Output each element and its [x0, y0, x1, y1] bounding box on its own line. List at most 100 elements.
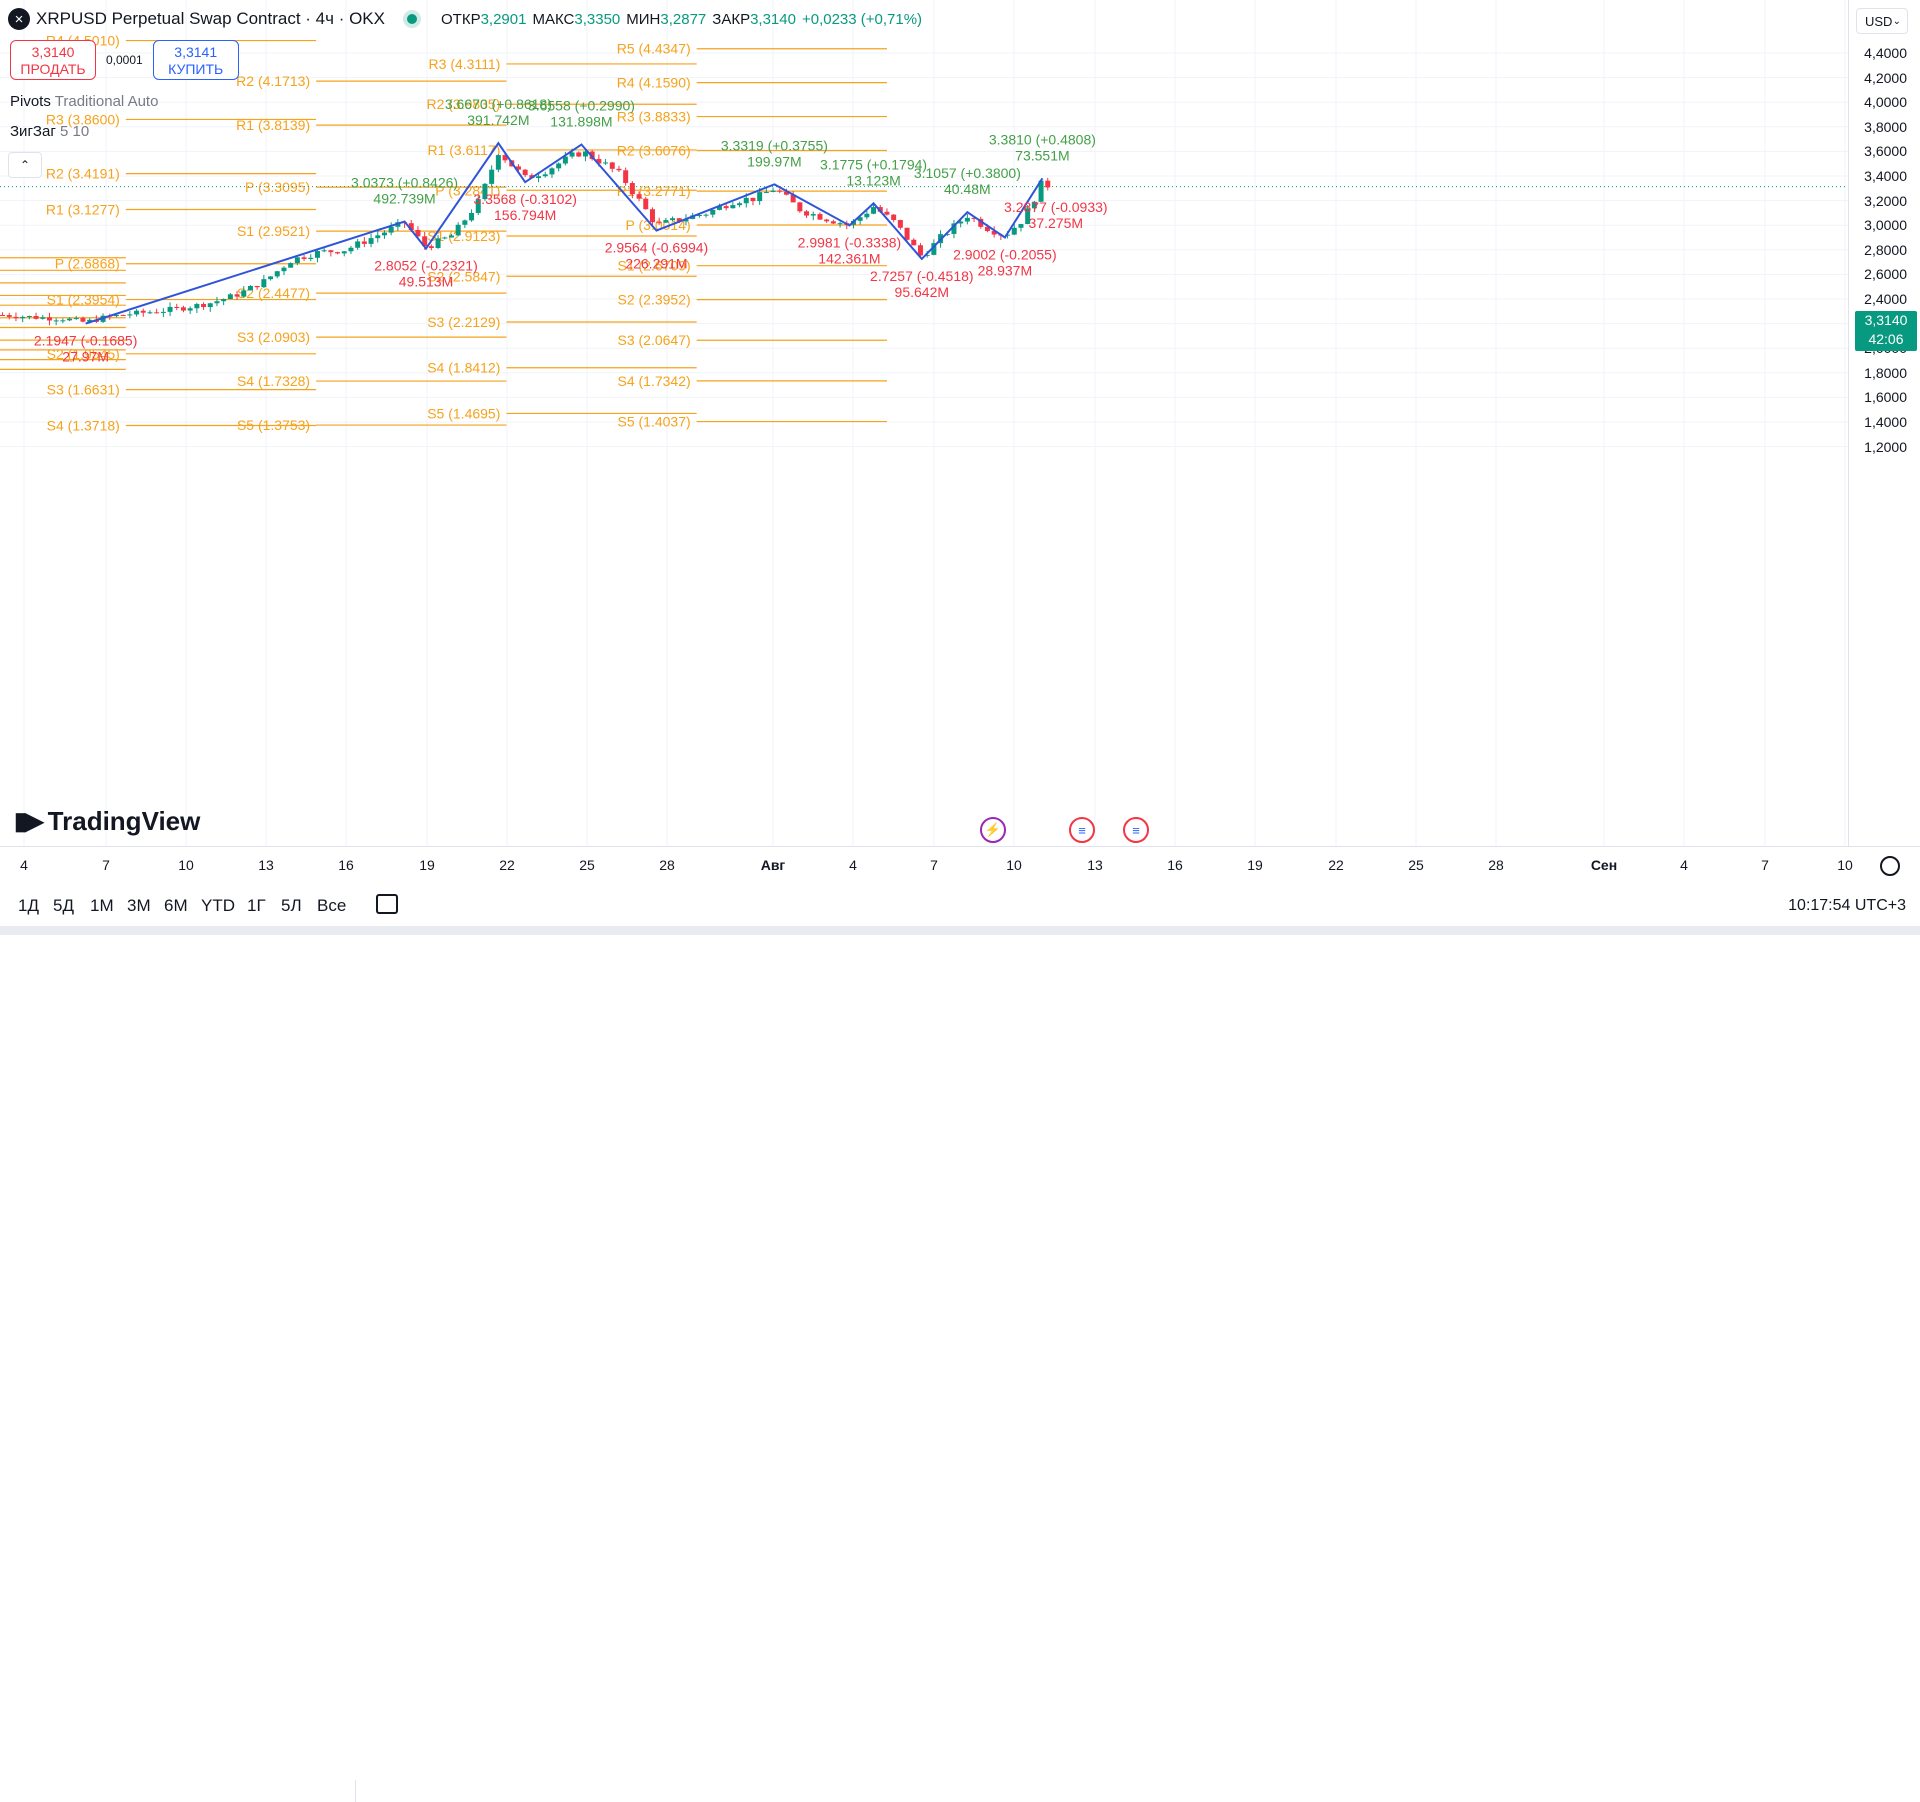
indicator-zigzag-name: ЗигЗаг — [10, 123, 56, 140]
candle-body — [917, 245, 923, 256]
candle-body — [13, 316, 19, 319]
zigzag-annotation-value: 2.9002 (-0.2055) — [953, 246, 1057, 262]
range-5d[interactable]: 5Д — [53, 896, 74, 915]
candle-body — [87, 319, 93, 322]
buy-label: КУПИТЬ — [168, 61, 224, 77]
candle-body — [649, 209, 655, 223]
time-axis[interactable]: 4 7 10 13 16 19 22 25 28 Авг 4 7 10 13 16 19 22 25 28 Сен 4 7… — [0, 846, 1920, 885]
candle-body — [341, 251, 347, 254]
us-flag-icon[interactable]: ≡ — [1123, 817, 1149, 843]
time-tick-label: 28 — [1488, 857, 1504, 873]
candle-body — [140, 310, 146, 313]
candle-body — [408, 223, 414, 231]
buy-button[interactable]: 3,3141 КУПИТЬ — [152, 40, 239, 80]
indicator-zigzag[interactable]: ЗигЗаг 5 10 — [10, 123, 89, 140]
candle-body — [160, 311, 166, 313]
pivot-label: S1 (2.6709) — [618, 258, 691, 274]
goto-icon[interactable] — [1880, 856, 1900, 876]
candle-body — [502, 155, 508, 161]
chart-area[interactable]: R5 (2.7356)R4 (2.6333)R3 (2.5310)R2 (2.4… — [0, 0, 1848, 846]
zigzag-annotation-volume: 226.291M — [625, 256, 687, 272]
us-flag-icon[interactable]: ≡ — [1069, 817, 1095, 843]
candle-body — [428, 246, 434, 249]
price-tick-label: 2,6000 — [1864, 266, 1907, 283]
pivot-label: P (3.3095) — [245, 179, 310, 195]
pivot-label: R2 (4.1713) — [236, 73, 310, 89]
range-1m[interactable]: 1М — [90, 896, 114, 915]
candle-body — [964, 217, 970, 222]
zigzag-annotation-volume: 199.97M — [747, 153, 801, 169]
zigzag-annotation-value: 2.9564 (-0.6994) — [605, 240, 709, 256]
candle-body — [33, 316, 39, 319]
candle-body — [984, 226, 990, 232]
tradingview-mark-icon: ▮▶ — [14, 808, 44, 835]
range-5y[interactable]: 5Л — [281, 896, 302, 915]
candle-body — [469, 212, 475, 221]
candle-body — [26, 316, 32, 318]
candle-body — [214, 301, 220, 304]
price-tick-label: 2,8000 — [1864, 241, 1907, 258]
time-tick-label: 10 — [1006, 857, 1022, 873]
range-1y[interactable]: 1Г — [247, 896, 266, 915]
time-tick-label: 13 — [258, 857, 274, 873]
indicator-pivots-params: Traditional Auto — [54, 93, 159, 110]
close-icon[interactable]: × — [8, 8, 30, 30]
zigzag-annotation-value: 2.7257 (-0.4518) — [870, 268, 974, 284]
candle-body — [817, 214, 823, 220]
candle-body — [877, 207, 883, 212]
candle-body — [375, 235, 381, 239]
candle-body — [623, 170, 629, 184]
sell-button[interactable]: 3,3140 ПРОДАТЬ — [10, 40, 96, 80]
candle-body — [871, 207, 877, 214]
candle-body — [576, 152, 582, 157]
currency-selector[interactable]: USD ⌄ — [1856, 8, 1908, 34]
candle-body — [247, 285, 253, 291]
candle-body — [348, 247, 354, 252]
range-1d[interactable]: 1Д — [18, 896, 39, 915]
candle-body — [154, 312, 160, 314]
indicator-pivots[interactable]: Pivots Traditional Auto — [10, 93, 158, 110]
candle-body — [475, 199, 481, 213]
time-tick-label: 7 — [930, 857, 938, 873]
pivot-label: R2 (3.6076) — [617, 142, 691, 158]
pivot-label: S1 (2.9123) — [427, 228, 500, 244]
price-tick-label: 1,4000 — [1864, 414, 1907, 430]
candle-body — [80, 318, 86, 322]
symbol-title[interactable]: XRPUSD Perpetual Swap Contract · 4ч · OK… — [36, 9, 385, 28]
candle-body — [810, 214, 816, 216]
candle-body — [1025, 208, 1031, 225]
candle-body — [6, 315, 12, 317]
candle-body — [596, 158, 602, 164]
range-ytd[interactable]: YTD — [201, 896, 235, 915]
pivot-label: S5 (1.4695) — [427, 405, 500, 421]
range-all[interactable]: Все — [317, 896, 347, 915]
zigzag-annotation-value: 3.1775 (+0.1794) — [820, 156, 927, 172]
range-6m[interactable]: 6М — [164, 896, 188, 915]
collapse-indicators-button[interactable]: ⌃ — [8, 152, 42, 178]
compare-icon[interactable] — [376, 894, 398, 914]
time-tick-label: 16 — [1167, 857, 1183, 873]
bottom-toolbar: 1Д 5Д 1М 3М 6М YTD 1Г 5Л Все 10:17:54 UT… — [0, 884, 1920, 1802]
candle-body — [522, 169, 528, 176]
pivot-label: S3 (2.0903) — [237, 329, 310, 345]
range-3m[interactable]: 3М — [127, 896, 151, 915]
candle-body — [804, 211, 810, 216]
price-chart[interactable]: R5 (2.7356)R4 (2.6333)R3 (2.5310)R2 (2.4… — [0, 0, 1848, 846]
pivot-label: R1 (3.6117) — [427, 142, 500, 158]
zigzag-annotation-value: 3.2877 (-0.0933) — [1004, 199, 1108, 215]
zigzag-annotation-volume: 142.361M — [818, 250, 880, 266]
clock[interactable]: 10:17:54 UTC+3 — [1788, 897, 1906, 914]
candle-body — [254, 285, 260, 288]
lightning-icon[interactable]: ⚡ — [980, 817, 1006, 843]
status-strip — [0, 926, 1920, 935]
pivot-label: R3 (4.3111) — [429, 56, 501, 72]
candle-body — [797, 202, 803, 212]
price-axis[interactable]: 4,4000 4,2000 4,0000 3,8000 3,6000 3,4000 3,20… — [1848, 0, 1920, 846]
price-tick-label: 3,2000 — [1864, 192, 1907, 209]
tradingview-logo[interactable]: ▮▶ TradingView — [14, 806, 200, 837]
pivot-label: S3 (1.6631) — [47, 382, 120, 398]
candle-body — [891, 214, 897, 221]
pivot-label: S4 (1.7342) — [618, 373, 691, 389]
candle-body — [629, 183, 635, 195]
candle-body — [556, 163, 562, 169]
